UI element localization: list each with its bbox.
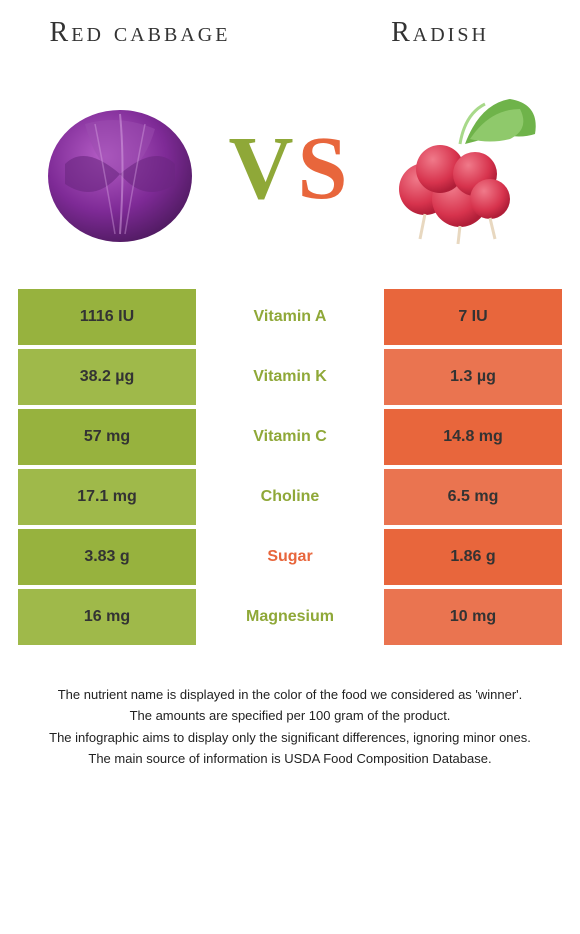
left-value: 57 mg (18, 409, 196, 465)
nutrient-label: Vitamin C (196, 409, 384, 465)
right-value: 6.5 mg (384, 469, 562, 525)
right-value: 10 mg (384, 589, 562, 645)
table-row: 16 mgMagnesium10 mg (18, 589, 562, 645)
left-food-image (30, 79, 210, 259)
footnotes: The nutrient name is displayed in the co… (0, 685, 580, 769)
nutrient-label: Sugar (196, 529, 384, 585)
table-row: 1116 IUVitamin A7 IU (18, 289, 562, 345)
footnote-line: The nutrient name is displayed in the co… (20, 685, 560, 705)
right-value: 14.8 mg (384, 409, 562, 465)
table-row: 57 mgVitamin C14.8 mg (18, 409, 562, 465)
table-row: 38.2 µgVitamin K1.3 µg (18, 349, 562, 405)
header: Red cabbage Radish (0, 0, 580, 59)
left-value: 17.1 mg (18, 469, 196, 525)
right-value: 1.86 g (384, 529, 562, 585)
vs-label: VS (228, 117, 351, 220)
right-food-image (370, 79, 550, 259)
table-row: 3.83 gSugar1.86 g (18, 529, 562, 585)
left-value: 16 mg (18, 589, 196, 645)
vs-s: S (297, 119, 351, 218)
hero-row: VS (0, 59, 580, 289)
nutrient-label: Choline (196, 469, 384, 525)
nutrient-label: Magnesium (196, 589, 384, 645)
table-row: 17.1 mgCholine6.5 mg (18, 469, 562, 525)
right-value: 7 IU (384, 289, 562, 345)
footnote-line: The infographic aims to display only the… (20, 728, 560, 748)
footnote-line: The main source of information is USDA F… (20, 749, 560, 769)
right-value: 1.3 µg (384, 349, 562, 405)
footnote-line: The amounts are specified per 100 gram o… (20, 706, 560, 726)
nutrient-label: Vitamin K (196, 349, 384, 405)
right-food-title: Radish (340, 18, 540, 49)
left-value: 38.2 µg (18, 349, 196, 405)
left-value: 1116 IU (18, 289, 196, 345)
left-value: 3.83 g (18, 529, 196, 585)
vs-v: V (228, 119, 297, 218)
left-food-title: Red cabbage (40, 18, 240, 49)
nutrient-table: 1116 IUVitamin A7 IU38.2 µgVitamin K1.3 … (18, 289, 562, 645)
nutrient-label: Vitamin A (196, 289, 384, 345)
